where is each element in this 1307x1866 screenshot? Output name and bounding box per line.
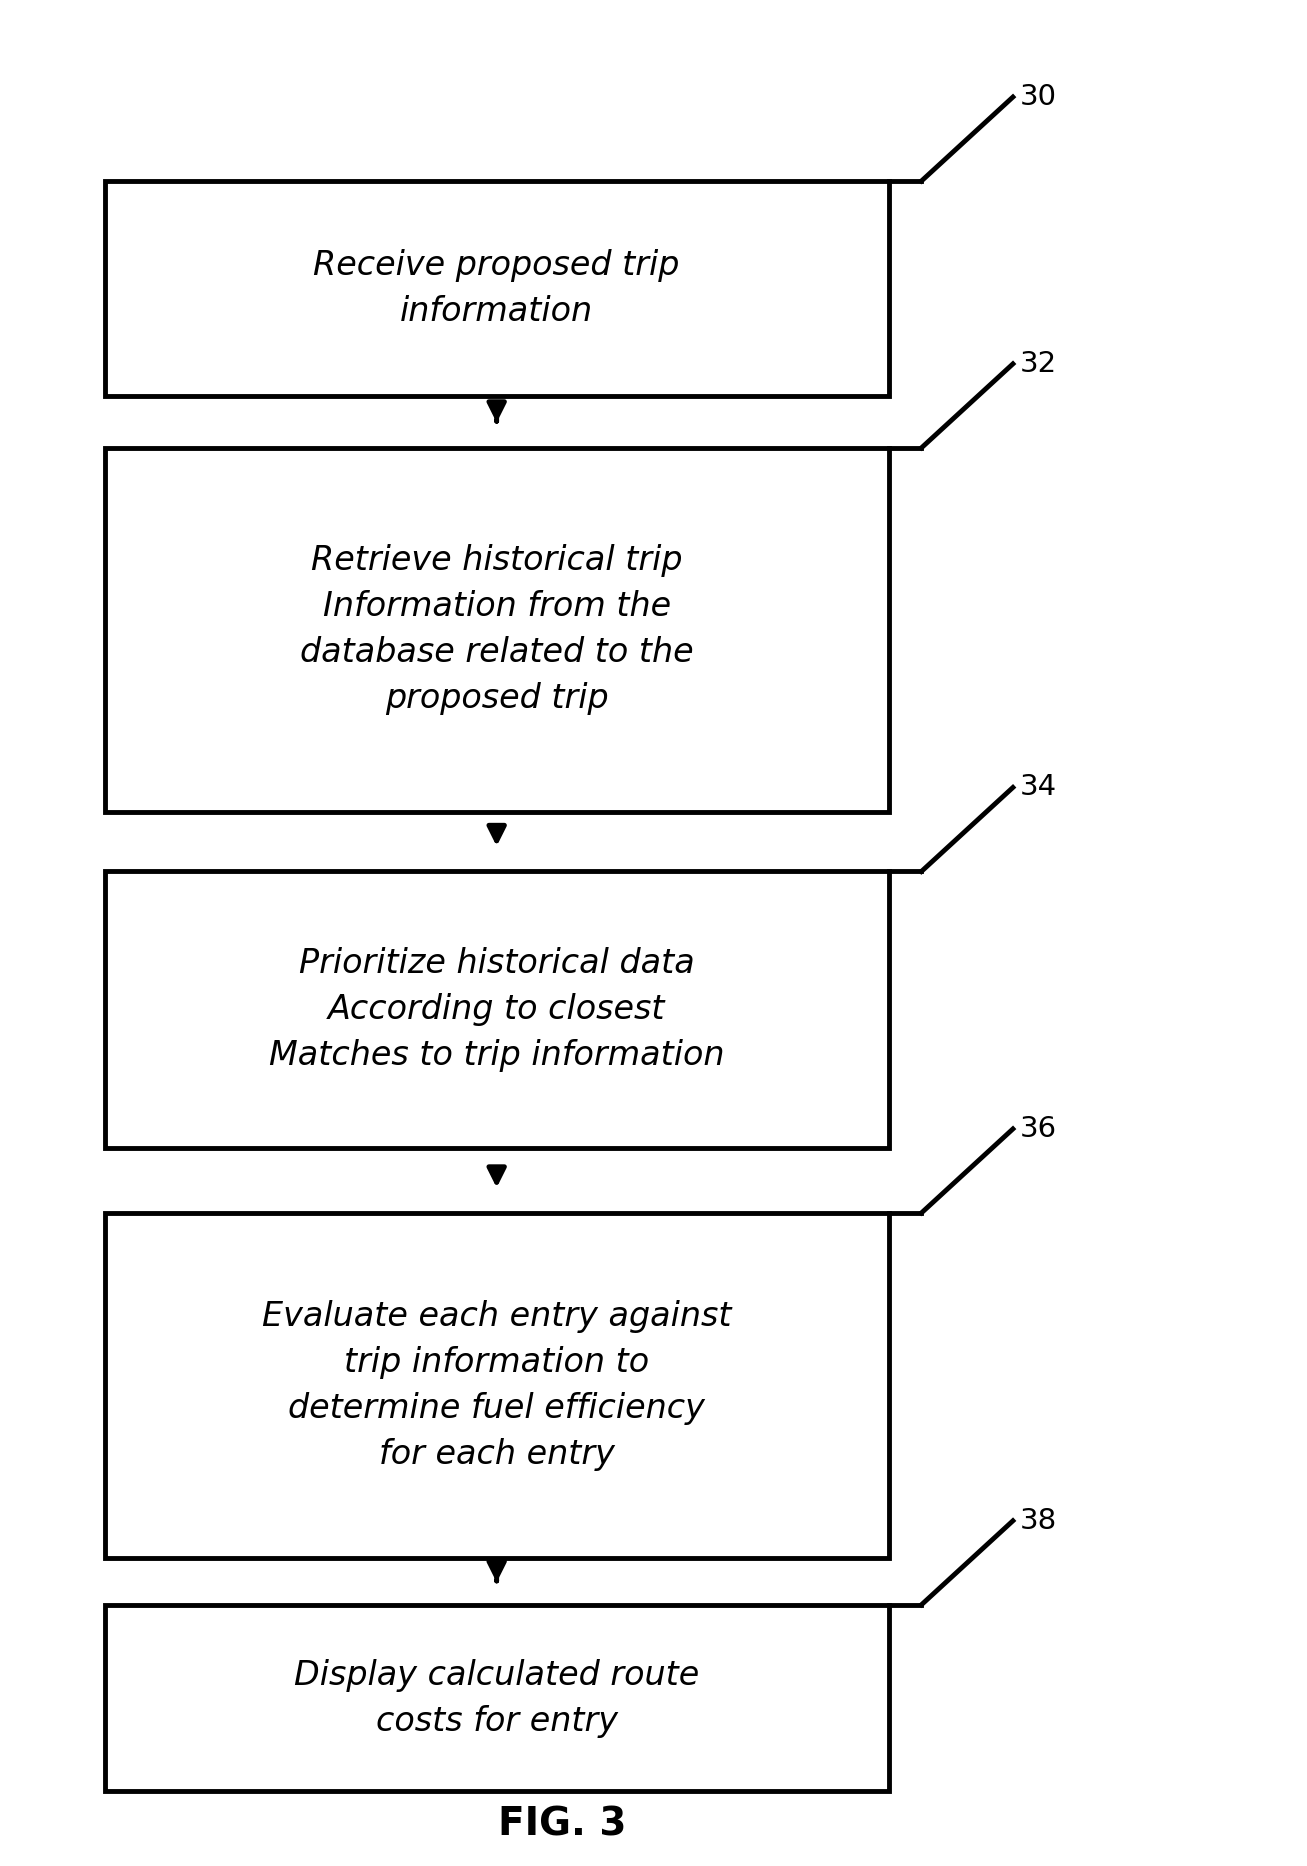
Text: Display calculated route
costs for entry: Display calculated route costs for entry — [294, 1659, 699, 1737]
Text: 36: 36 — [1019, 1114, 1056, 1144]
FancyBboxPatch shape — [105, 181, 889, 396]
Text: 30: 30 — [1019, 82, 1056, 112]
Text: Retrieve historical trip
Information from the
database related to the
proposed t: Retrieve historical trip Information fro… — [299, 545, 694, 715]
Text: 38: 38 — [1019, 1506, 1057, 1536]
Text: Evaluate each entry against
trip information to
determine fuel efficiency
for ea: Evaluate each entry against trip informa… — [261, 1301, 732, 1470]
Text: Prioritize historical data
According to closest
Matches to trip information: Prioritize historical data According to … — [269, 948, 724, 1071]
Text: 34: 34 — [1019, 773, 1056, 802]
FancyBboxPatch shape — [105, 871, 889, 1148]
Text: FIG. 3: FIG. 3 — [498, 1806, 626, 1844]
Text: 32: 32 — [1019, 349, 1056, 379]
FancyBboxPatch shape — [105, 1213, 889, 1558]
Text: Receive proposed trip
information: Receive proposed trip information — [314, 248, 680, 328]
FancyBboxPatch shape — [105, 1605, 889, 1791]
FancyBboxPatch shape — [105, 448, 889, 812]
